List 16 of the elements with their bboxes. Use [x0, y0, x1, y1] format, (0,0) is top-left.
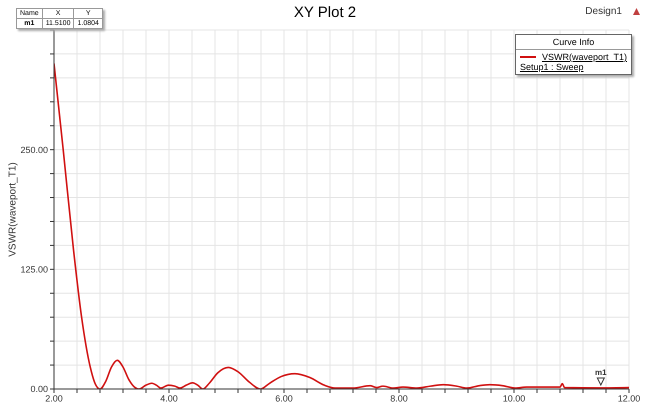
text: Design1: [585, 6, 622, 17]
x-tick-label: 4.00: [160, 393, 178, 404]
x-tick-label: 2.00: [45, 393, 63, 404]
x-tick-label: 8.00: [390, 393, 408, 404]
y-tick-label: 125.00: [20, 264, 48, 275]
legend-label: VSWR(waveport_T1): [542, 52, 627, 62]
annotation: Setup1 : Sweep: [520, 62, 585, 72]
x-tick-label: 10.00: [502, 393, 526, 404]
annotation: m1: [595, 368, 608, 377]
x-tick-label: 12.00: [618, 393, 640, 404]
y-axis-title: VSWR(waveport_T1): [8, 162, 19, 257]
y-tick-label: 250.00: [20, 144, 48, 155]
chart-title: XY Plot 2: [294, 4, 356, 21]
y-tick-label: 0.00: [30, 384, 48, 394]
legend-title: Curve Info: [516, 35, 631, 50]
x-tick-label: 6.00: [275, 393, 293, 404]
